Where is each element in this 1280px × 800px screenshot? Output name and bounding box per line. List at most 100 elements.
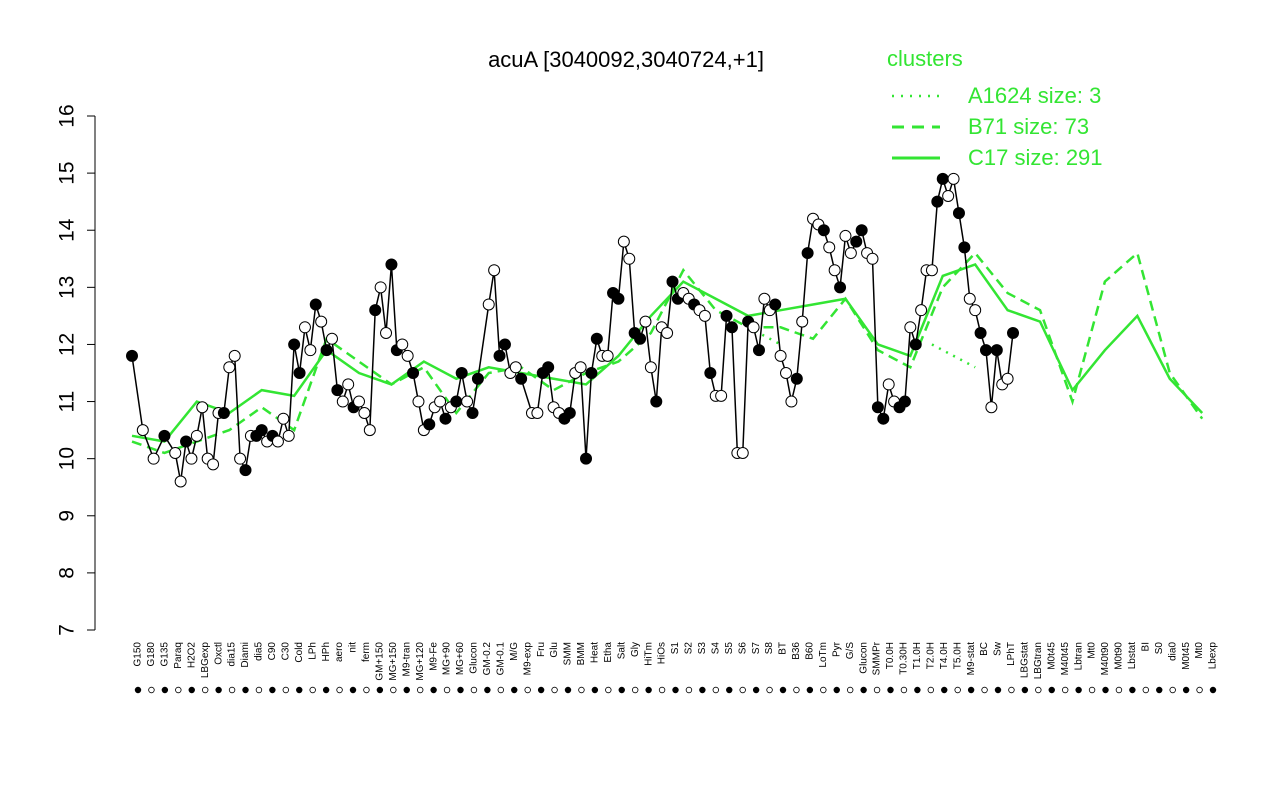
data-point [309, 298, 322, 311]
x-tick-label: HPh [321, 642, 332, 661]
x-marker [524, 686, 531, 694]
data-point [850, 235, 863, 248]
data-point [639, 315, 652, 328]
profile-line [131, 176, 1014, 482]
data-point [380, 327, 393, 340]
x-tick-label: GM-0.1 [495, 642, 506, 676]
data-point [963, 292, 976, 305]
data-point [634, 332, 647, 345]
series-line-dotted [931, 343, 976, 369]
data-point [190, 429, 203, 442]
x-marker [457, 686, 464, 694]
data-point [612, 292, 625, 305]
data-point [801, 247, 814, 260]
data-point [661, 327, 674, 340]
x-tick-label: MG+150 [388, 642, 399, 681]
x-axis-labels: G150 G180 G135 Paraq H2O2 LBGexp Oxctl dia15 Dia… [133, 641, 1219, 694]
x-tick-label: BC [979, 642, 990, 656]
x-marker [309, 686, 316, 694]
y-tick-label: 12 [56, 333, 79, 356]
x-tick-label: B36 [791, 642, 802, 660]
x-marker [269, 686, 276, 694]
data-point [282, 429, 295, 442]
data-point [396, 338, 409, 351]
x-marker [900, 686, 908, 694]
x-marker [1129, 686, 1136, 694]
x-tick-label: MG+60 [455, 642, 466, 676]
x-marker [497, 686, 505, 694]
data-point [601, 349, 614, 362]
y-tick-label: 8 [56, 567, 79, 579]
data-point [563, 406, 576, 419]
data-point [126, 349, 138, 362]
data-point [909, 338, 922, 351]
x-marker [658, 686, 666, 694]
data-point [185, 452, 198, 465]
x-tick-label: Etha [603, 642, 614, 663]
data-points [126, 172, 1020, 488]
data-point [147, 452, 160, 465]
data-point [450, 395, 463, 408]
x-tick-label: nit [348, 642, 359, 653]
x-marker [578, 686, 585, 694]
x-tick-label: M9-stat [966, 642, 977, 676]
data-point [617, 235, 630, 248]
y-axis: 7 8 9 10 11 12 13 14 15 16 [56, 104, 96, 636]
data-point [1007, 327, 1020, 340]
y-tick-label: 11 [56, 391, 79, 413]
data-point [288, 338, 301, 351]
x-marker [403, 686, 410, 694]
data-point [374, 281, 387, 294]
x-marker [148, 686, 155, 694]
x-tick-label: Salt [616, 642, 627, 659]
x-tick-label: SMM [563, 642, 574, 665]
data-point [834, 281, 847, 294]
x-tick-label: M0t45 [1046, 642, 1057, 670]
data-point [331, 384, 344, 397]
x-tick-label: C90 [267, 642, 278, 661]
data-point [839, 229, 852, 242]
x-marker [470, 686, 478, 694]
data-point [585, 367, 598, 379]
series-line-solid [131, 262, 1204, 443]
data-point [974, 327, 987, 340]
data-point [774, 349, 787, 362]
x-marker [349, 686, 357, 694]
x-marker [443, 686, 451, 694]
x-tick-label: Pyr [831, 641, 842, 657]
x-tick-label: LoTm [818, 642, 829, 668]
x-marker [511, 686, 518, 694]
y-tick-label: 16 [56, 104, 79, 127]
legend: clusters A1624 size: 3 B71 size: 73 C17 … [887, 46, 1103, 170]
data-point [823, 241, 836, 254]
x-marker [833, 686, 840, 694]
x-tick-label: LPhT [1006, 642, 1017, 666]
data-point [666, 275, 679, 288]
data-point [271, 435, 284, 448]
x-tick-label: G180 [146, 642, 157, 667]
data-point [320, 344, 333, 357]
data-point [704, 367, 717, 379]
x-marker [914, 686, 921, 694]
data-point [936, 172, 949, 185]
x-marker [820, 686, 827, 694]
x-marker [322, 686, 330, 694]
x-marker [1008, 686, 1015, 694]
x-tick-label: dia5 [254, 642, 265, 661]
x-marker [242, 686, 249, 694]
data-point [169, 446, 182, 459]
x-tick-label: Mt0 [1194, 642, 1205, 659]
x-marker [134, 686, 142, 694]
x-marker [739, 686, 746, 694]
x-marker [981, 686, 988, 694]
x-marker [994, 686, 1002, 694]
data-point [769, 298, 782, 311]
x-tick-label: MG+90 [442, 642, 453, 676]
data-point [293, 367, 306, 379]
x-marker [175, 686, 182, 694]
data-point [342, 378, 355, 391]
series-line-dashed [131, 250, 1204, 455]
legend-title: clusters [887, 46, 963, 71]
data-point [650, 395, 663, 408]
x-tick-label: Cold [294, 642, 305, 663]
